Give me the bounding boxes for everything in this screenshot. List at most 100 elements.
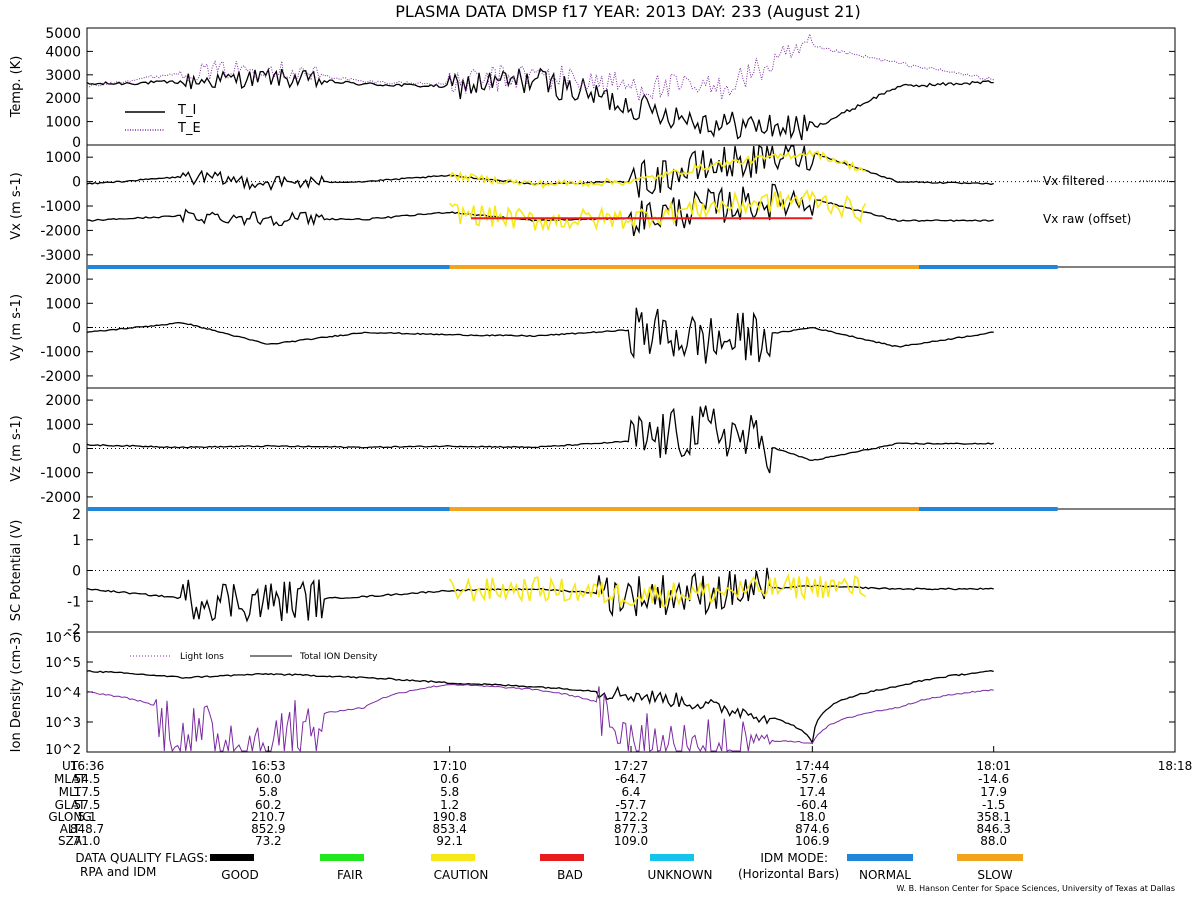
flag-swatch-good (210, 854, 254, 861)
ephemeris-cell: -60.4 (797, 798, 828, 812)
y-tick-label: 10^6 (45, 631, 81, 646)
ephemeris-cell: 5.8 (440, 785, 459, 799)
y-axis-label: Vz (m s-1) (9, 415, 24, 482)
idm-title: IDM MODE: (760, 851, 828, 865)
caution-overlay-vx (449, 189, 867, 232)
ephemeris-row-label: MLAT (54, 772, 87, 786)
flag-label: GOOD (221, 868, 258, 882)
ephemeris-cell: -14.6 (978, 772, 1009, 786)
credit-text: W. B. Hanson Center for Space Sciences, … (897, 884, 1175, 893)
idm-bar-normal (87, 507, 450, 511)
ephemeris-cell: -64.7 (615, 772, 646, 786)
ephemeris-cell: 106.9 (795, 834, 829, 848)
caution-overlay-vx-filtered (449, 149, 866, 190)
ephemeris-cell: 17.4 (799, 785, 826, 799)
y-tick-label: -2000 (40, 369, 81, 385)
ephemeris-cell: 17.9 (980, 785, 1007, 799)
ephemeris-cell: 71.0 (74, 834, 101, 848)
ephemeris-cell: 57.5 (74, 798, 101, 812)
ephemeris-cell: 18:18 (1158, 759, 1193, 773)
series-temperature-1 (86, 32, 994, 101)
ephemeris-cell: 60.2 (255, 798, 282, 812)
y-tick-label: 10^4 (45, 686, 81, 701)
y-tick-label: 1000 (45, 115, 81, 131)
ephemeris-cell: 0.6 (440, 772, 459, 786)
y-tick-label: 10^2 (45, 743, 81, 758)
ephemeris-cell: 17:44 (795, 759, 830, 773)
idm-swatch-slow (957, 854, 1023, 861)
ephemeris-row-label: GLAT (55, 798, 87, 812)
y-tick-label: 1000 (45, 296, 81, 312)
ephemeris-cell: 54.5 (74, 772, 101, 786)
y-tick-label: 0 (72, 321, 81, 337)
legend-label-light-ions: Light Ions (180, 652, 224, 662)
flag-label: BAD (557, 868, 583, 882)
series-vz-0 (86, 405, 994, 474)
idm-subtitle: (Horizontal Bars) (738, 867, 839, 881)
ephemeris-cell: 6.4 (621, 785, 640, 799)
ephemeris-cell: 109.0 (614, 834, 648, 848)
y-axis-label: Vy (m s-1) (9, 294, 24, 361)
y-tick-label: 10^5 (45, 656, 81, 671)
y-axis-label: SC Potential (V) (9, 520, 24, 622)
ephemeris-cell: 17.5 (74, 785, 101, 799)
plot-frame-vx (86, 144, 1176, 268)
series-vx-0 (86, 143, 994, 198)
idm-label: SLOW (977, 868, 1012, 882)
ephemeris-row-label: ALT (60, 822, 81, 836)
y-tick-label: -2000 (40, 490, 81, 506)
y-tick-label: 0 (72, 135, 81, 151)
y-tick-label: 10^3 (45, 716, 81, 731)
annotation-vx-filtered: Vx filtered (1043, 174, 1105, 188)
ephemeris-cell: 172.2 (614, 810, 648, 824)
y-tick-label: -2000 (40, 223, 81, 239)
ephemeris-row-label: MLT (59, 785, 82, 799)
caution-overlay-sc_potential (449, 572, 867, 608)
flag-swatch-unknown (650, 854, 694, 861)
ephemeris-row-label: GLONG (48, 810, 91, 824)
ephemeris-row-label: UT (62, 759, 79, 773)
y-tick-label: 1000 (45, 417, 81, 433)
flag-swatch-bad (540, 854, 584, 861)
y-tick-label: 2000 (45, 393, 81, 409)
ephemeris-cell: 16:53 (251, 759, 286, 773)
y-axis-label: Vx (m s-1) (9, 172, 24, 239)
ephemeris-cell: 5.8 (259, 785, 278, 799)
ephemeris-cell: 92.1 (436, 834, 463, 848)
ephemeris-cell: 358.1 (976, 810, 1010, 824)
plot-frame-ion_density (86, 631, 1176, 753)
y-tick-label: -1000 (40, 466, 81, 482)
legend-label-te: T_E (177, 121, 201, 136)
flag-label: UNKNOWN (648, 868, 713, 882)
y-tick-label: -2 (67, 622, 81, 638)
flags-title: DATA QUALITY FLAGS: (75, 851, 208, 865)
y-tick-label: 1 (72, 533, 81, 549)
series-temperature-0 (86, 67, 994, 141)
y-tick-label: -1 (67, 594, 81, 610)
ephemeris-cell: -57.6 (797, 772, 828, 786)
idm-bar-normal (87, 265, 450, 269)
ephemeris-cell: 190.8 (432, 810, 466, 824)
ephemeris-cell: 18:01 (976, 759, 1011, 773)
ephemeris-cell: -1.5 (982, 798, 1005, 812)
ephemeris-cell: 17:27 (614, 759, 649, 773)
ephemeris-cell: 848.7 (70, 822, 104, 836)
idm-bar-slow (449, 265, 919, 269)
series-ion_density-1 (86, 683, 994, 753)
ephemeris-cell: -57.7 (615, 798, 646, 812)
y-axis-label: Ion Density (cm-3) (9, 632, 24, 753)
flag-label: CAUTION (434, 868, 489, 882)
ephemeris-cell: 877.3 (614, 822, 648, 836)
y-tick-label: 0 (72, 175, 81, 191)
ephemeris-cell: 852.9 (251, 822, 285, 836)
y-tick-label: 5000 (45, 26, 81, 42)
legend-label-total-ion: Total ION Density (299, 652, 378, 662)
idm-label: NORMAL (859, 868, 911, 882)
ephemeris-cell: 17:10 (432, 759, 467, 773)
y-tick-label: 1000 (45, 150, 81, 166)
y-tick-label: 3000 (45, 68, 81, 84)
ephemeris-row-label: SZA (58, 834, 83, 848)
ephemeris-cell: 18.0 (799, 810, 826, 824)
